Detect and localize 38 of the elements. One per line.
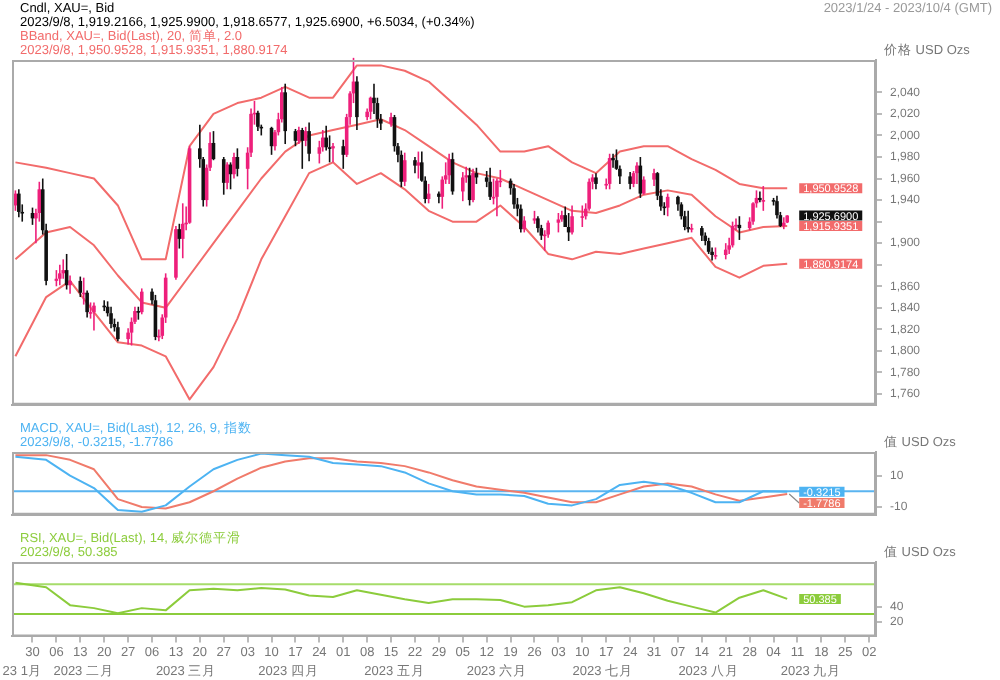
candlestick: [341, 138, 346, 170]
candlestick: [460, 171, 465, 202]
candlestick: [761, 185, 766, 212]
candlestick: [116, 321, 120, 343]
candlestick: [402, 151, 407, 187]
candlestick: [587, 177, 591, 212]
candlestick: [495, 177, 499, 218]
candlestick: [682, 210, 687, 232]
candlestick: [519, 203, 523, 234]
candlestick: [139, 287, 144, 316]
candlestick: [17, 188, 21, 219]
candlestick: [611, 152, 615, 169]
candlestick: [447, 152, 451, 185]
candlestick: [61, 258, 66, 280]
candlestick: [307, 121, 311, 163]
candlestick: [758, 190, 762, 204]
candlestick: [641, 175, 646, 196]
candlestick: [283, 82, 287, 145]
candlestick: [58, 263, 62, 286]
candlestick: [686, 210, 690, 234]
candlestick: [68, 274, 72, 295]
candlestick: [331, 142, 335, 164]
candlestick: [85, 289, 89, 319]
candlestick: [570, 204, 574, 236]
candlestick: [225, 161, 229, 191]
candlestick: [775, 194, 779, 220]
candlestick: [92, 301, 96, 332]
candlestick: [488, 166, 492, 201]
candlestick: [256, 109, 260, 132]
candlestick: [710, 246, 714, 262]
candlestick: [221, 156, 226, 196]
candlestick: [327, 134, 332, 164]
candlestick: [635, 161, 639, 185]
candlestick: [109, 305, 113, 330]
candlestick: [355, 75, 359, 131]
candlestick: [512, 183, 516, 210]
candlestick: [232, 151, 236, 180]
candlestick: [471, 168, 475, 204]
